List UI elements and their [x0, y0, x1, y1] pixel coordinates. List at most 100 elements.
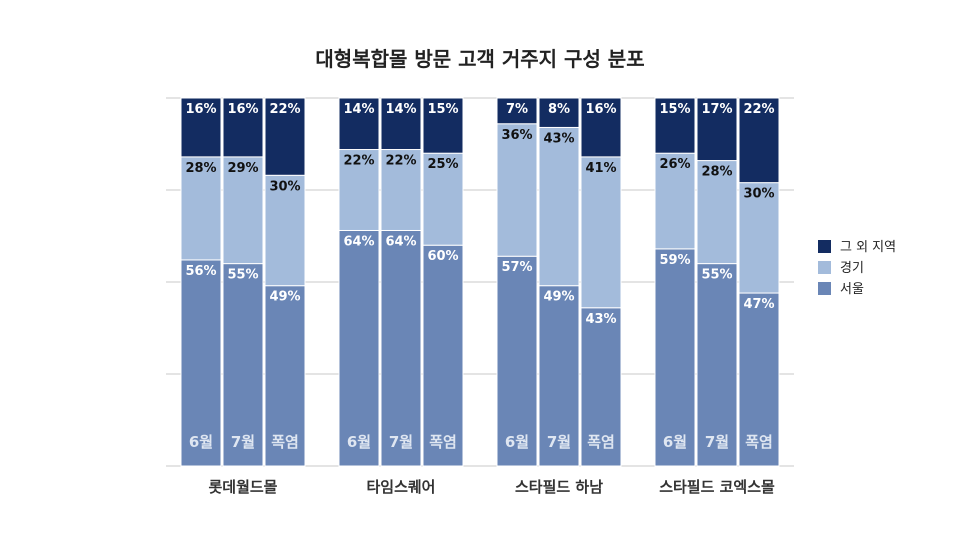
data-label: 41%: [585, 161, 616, 176]
bar: 55% 29% 16% 7월: [222, 97, 264, 467]
chart-title: 대형복합몰 방문 고객 거주지 구성 분포: [315, 47, 644, 71]
bar-segment: [380, 229, 422, 467]
data-label: 49%: [543, 290, 574, 305]
data-label: 55%: [227, 268, 258, 283]
bar-label: 7월: [389, 433, 413, 451]
bar-segment: [222, 263, 264, 467]
data-label: 56%: [185, 264, 216, 279]
data-label: 30%: [743, 187, 774, 202]
bar: 43% 41% 16% 폭염: [580, 97, 622, 467]
bar-segment: [580, 97, 622, 158]
bar-label: 6월: [505, 433, 529, 451]
data-label: 22%: [743, 102, 774, 117]
data-label: 22%: [343, 154, 374, 169]
group-labels: 롯데월드몰 타임스퀘어 스타필드 하남 스타필드 코엑스몰: [208, 478, 775, 496]
bar-segment: [338, 149, 380, 231]
data-label: 14%: [343, 102, 374, 117]
bar: 49% 43% 8% 7월: [538, 97, 580, 467]
bar-label: 폭염: [587, 433, 615, 451]
data-label: 60%: [427, 249, 458, 264]
legend-swatch: [818, 282, 831, 295]
data-label: 64%: [343, 234, 374, 249]
legend-swatch: [818, 240, 831, 253]
bar-label: 6월: [663, 433, 687, 451]
bar: 64% 22% 14% 6월: [338, 97, 380, 467]
data-label: 29%: [227, 161, 258, 176]
data-label: 55%: [701, 268, 732, 283]
data-label: 43%: [543, 131, 574, 146]
data-label: 28%: [185, 161, 216, 176]
legend-label: 서울: [840, 282, 864, 297]
legend-item: 경기: [818, 261, 864, 276]
bar-segment: [222, 156, 264, 265]
bar-label: 7월: [705, 433, 729, 451]
legend-label: 경기: [840, 261, 864, 276]
data-label: 17%: [701, 102, 732, 117]
bar-segment: [338, 97, 380, 151]
bar-label: 6월: [189, 433, 213, 451]
legend-item: 그 외 지역: [818, 240, 896, 255]
bar-segment: [222, 97, 264, 158]
bar-segment: [738, 97, 780, 184]
bar-segment: [538, 97, 580, 128]
data-label: 59%: [659, 253, 690, 268]
group-label: 스타필드 코엑스몰: [659, 478, 775, 496]
data-label: 64%: [385, 234, 416, 249]
data-label: 15%: [659, 102, 690, 117]
bar-segment: [422, 97, 464, 154]
bar: 49% 30% 22% 폭염: [264, 97, 306, 467]
group-label: 스타필드 하남: [515, 478, 603, 496]
data-label: 16%: [227, 102, 258, 117]
bar-segment: [696, 97, 738, 162]
bar-label: 6월: [347, 433, 371, 451]
bar-segment: [654, 97, 696, 154]
data-label: 47%: [743, 297, 774, 312]
data-label: 14%: [385, 102, 416, 117]
data-label: 15%: [427, 102, 458, 117]
bar: 59% 26% 15% 6월: [654, 97, 696, 467]
bar: 64% 22% 14% 7월: [380, 97, 422, 467]
bar: 47% 30% 22% 폭염: [738, 97, 780, 467]
bar-segment: [180, 259, 222, 467]
data-label: 30%: [269, 179, 300, 194]
group-label: 롯데월드몰: [208, 478, 277, 496]
bar-segment: [538, 285, 580, 467]
legend-item: 서울: [818, 282, 864, 297]
data-label: 16%: [585, 102, 616, 117]
bar-segment: [496, 123, 538, 257]
bar: 57% 36% 7% 6월: [496, 97, 538, 467]
bar-segment: [654, 152, 696, 250]
data-label: 26%: [659, 157, 690, 172]
bar-segment: [580, 307, 622, 467]
bar-segment: [338, 229, 380, 467]
data-label: 28%: [701, 165, 732, 180]
bar-segment: [264, 285, 306, 467]
bar-segment: [264, 97, 306, 176]
bar-segment: [496, 97, 538, 125]
bar-segment: [380, 97, 422, 151]
bar-segment: [180, 156, 222, 261]
legend-label: 그 외 지역: [840, 240, 896, 255]
data-label: 49%: [269, 290, 300, 305]
bar-segment: [422, 244, 464, 467]
bar-label: 7월: [547, 433, 571, 451]
bar-segment: [180, 97, 222, 158]
bar-segment: [696, 263, 738, 467]
group-label: 타임스퀘어: [366, 478, 435, 496]
data-label: 25%: [427, 157, 458, 172]
bar: 55% 28% 17% 7월: [696, 97, 738, 467]
bar-segment: [738, 292, 780, 467]
data-label: 7%: [506, 102, 528, 117]
data-label: 22%: [385, 154, 416, 169]
bar-segment: [580, 156, 622, 309]
bar-segment: [496, 255, 538, 467]
bar: 60% 25% 15% 폭염: [422, 97, 464, 467]
data-label: 43%: [585, 312, 616, 327]
data-label: 8%: [548, 102, 570, 117]
bar-segment: [738, 182, 780, 294]
bar-label: 폭염: [271, 433, 299, 451]
data-label: 36%: [501, 128, 532, 143]
bar-segment: [422, 152, 464, 246]
data-label: 57%: [501, 260, 532, 275]
